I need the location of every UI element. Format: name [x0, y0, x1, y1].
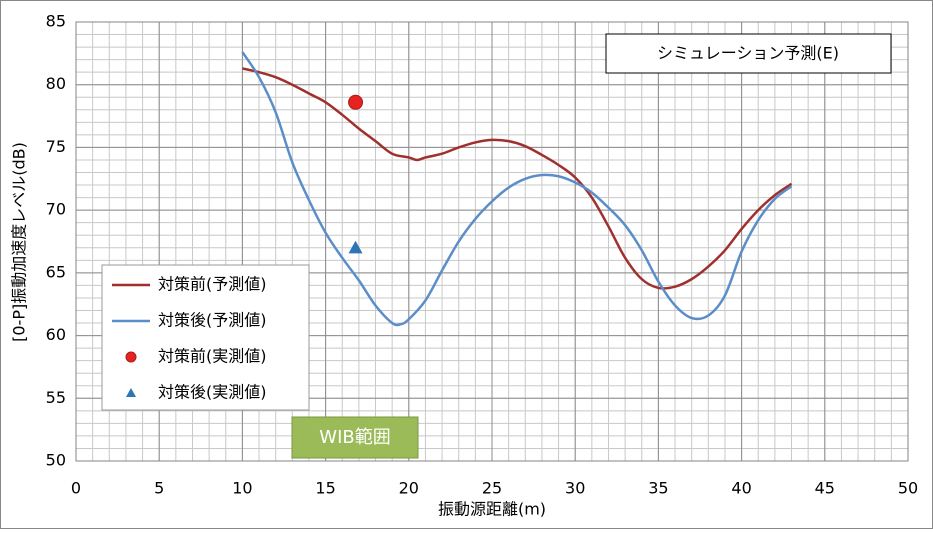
point [348, 94, 364, 110]
y-tick-label: 75 [46, 137, 66, 156]
legend-label: 対策後(実測値) [158, 383, 267, 402]
x-tick-label: 50 [898, 479, 918, 498]
x-tick-label: 40 [731, 479, 751, 498]
legend [101, 264, 310, 411]
x-axis-label: 振動源距離(m) [438, 500, 546, 519]
legend-label: 対策前(実測値) [158, 347, 267, 366]
point [125, 351, 137, 363]
y-tick-label: 80 [46, 74, 66, 93]
y-tick-label: 85 [46, 12, 66, 31]
x-tick-label: 35 [648, 479, 668, 498]
y-tick-label: 50 [46, 451, 66, 470]
line [242, 67, 793, 290]
marks [241, 51, 793, 327]
x-tick-label: 5 [154, 479, 164, 498]
line [241, 51, 793, 327]
grid: 0 5 10 15 20 25 30 35 40 45 50 50 55 60 65 70 75 80 85 [46, 12, 919, 498]
legend-items: 対策前(予測値) 対策後(予測値) 対策前(実測値) 対策後(実測値) [112, 275, 267, 402]
x-tick-label: 30 [565, 479, 585, 498]
x-tick-label: 10 [232, 479, 252, 498]
annotation-box [291, 416, 419, 459]
legend-label: 対策前(予測値) [158, 275, 267, 294]
annotation: シミュレーション予測(E) [657, 44, 839, 63]
y-tick-label: 55 [46, 388, 66, 407]
y-tick-label: 60 [46, 325, 66, 344]
y-tick-label: 65 [46, 262, 66, 281]
legend-label: 対策後(予測値) [158, 311, 267, 330]
x-tick-label: 20 [399, 479, 419, 498]
x-tick-label: 15 [315, 479, 335, 498]
y-axis-label: [0-P]振動加速度レベル(dB) [10, 142, 29, 342]
x-tick-label: 45 [815, 479, 835, 498]
plot-frame [75, 21, 909, 462]
y-tick-label: 70 [46, 200, 66, 219]
point [126, 388, 136, 397]
annotation: WIB範囲 [319, 427, 390, 448]
x-tick-label: 25 [482, 479, 502, 498]
x-tick-label: 0 [71, 479, 81, 498]
point [348, 240, 363, 254]
annotation-box [605, 33, 892, 74]
